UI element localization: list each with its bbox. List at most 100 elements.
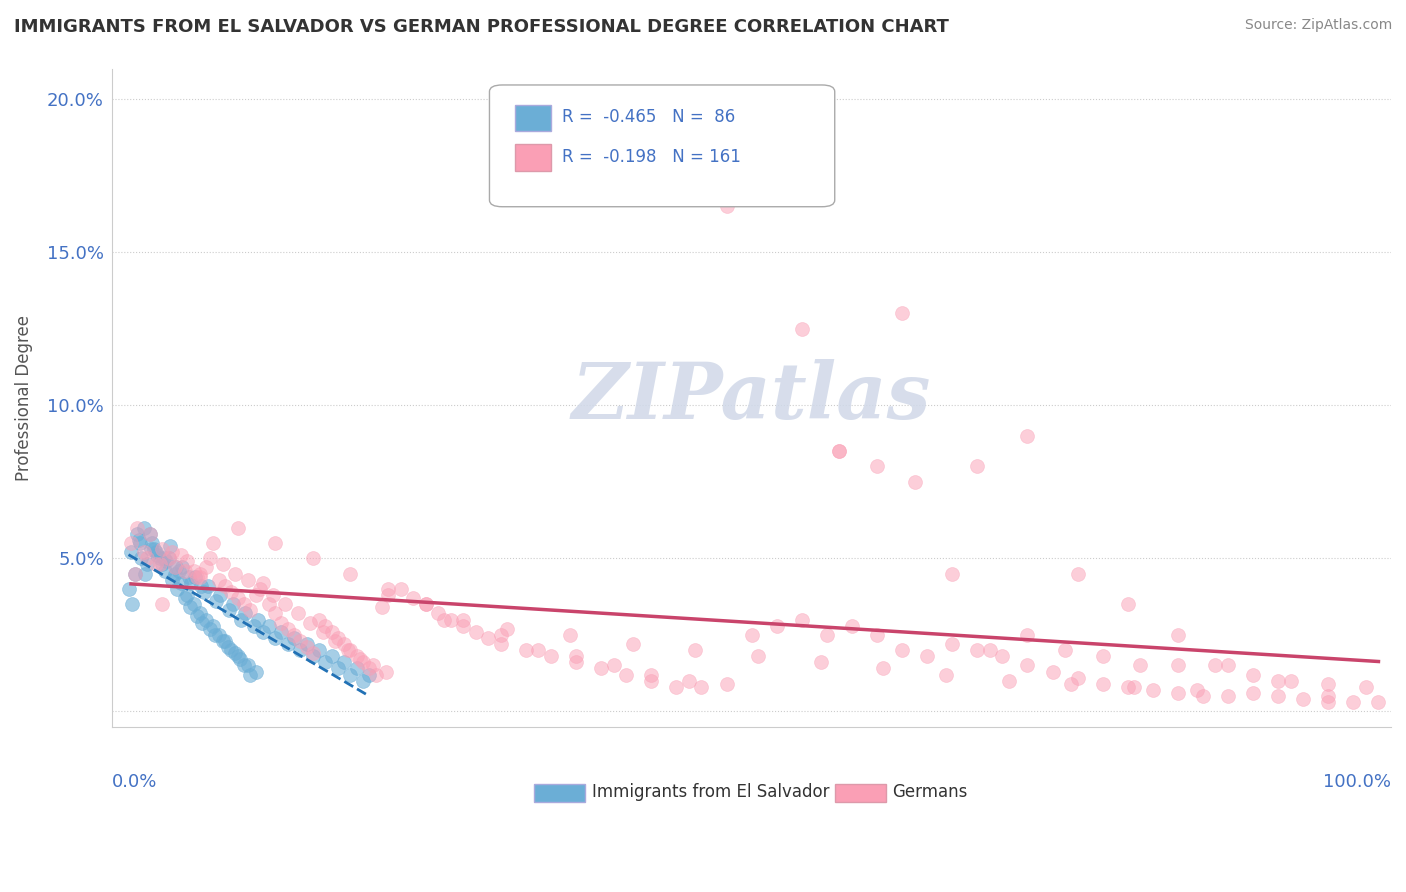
Point: [828, 444, 851, 458]
Point: [339, 667, 361, 681]
Point: [979, 643, 1001, 657]
Point: [195, 613, 218, 627]
Point: [221, 597, 243, 611]
Point: [197, 579, 219, 593]
Point: [218, 603, 240, 617]
Point: [243, 618, 266, 632]
Point: [208, 573, 231, 587]
Bar: [515, 104, 551, 131]
Point: [1317, 689, 1340, 703]
Point: [172, 560, 194, 574]
Point: [352, 656, 374, 670]
Point: [1091, 677, 1114, 691]
Point: [489, 628, 512, 642]
Point: [170, 548, 193, 562]
Point: [177, 569, 200, 583]
Point: [427, 607, 450, 621]
Point: [245, 665, 267, 679]
Point: [1216, 658, 1239, 673]
Bar: [835, 784, 886, 802]
Point: [249, 582, 271, 596]
Point: [277, 637, 299, 651]
Point: [540, 649, 562, 664]
Point: [201, 536, 224, 550]
Point: [162, 545, 184, 559]
Text: R =  -0.198   N = 161: R = -0.198 N = 161: [562, 148, 741, 166]
Point: [117, 582, 139, 596]
Point: [402, 591, 425, 606]
Y-axis label: Professional Degree: Professional Degree: [15, 315, 32, 481]
Point: [121, 597, 143, 611]
Bar: [534, 784, 585, 802]
Point: [389, 582, 412, 596]
Point: [176, 588, 198, 602]
Point: [170, 575, 193, 590]
Point: [1354, 680, 1376, 694]
Point: [204, 628, 226, 642]
Point: [614, 667, 637, 681]
Point: [790, 322, 813, 336]
Point: [152, 551, 174, 566]
Point: [233, 607, 256, 621]
Point: [174, 564, 197, 578]
Point: [301, 646, 323, 660]
Point: [790, 613, 813, 627]
Point: [270, 615, 292, 630]
Point: [690, 680, 713, 694]
Point: [150, 542, 173, 557]
Text: 100.0%: 100.0%: [1323, 772, 1391, 790]
Point: [264, 536, 287, 550]
Point: [527, 643, 550, 657]
Point: [157, 551, 180, 566]
Point: [371, 600, 394, 615]
Point: [226, 591, 249, 606]
Point: [747, 649, 769, 664]
Point: [226, 521, 249, 535]
Point: [1292, 692, 1315, 706]
FancyBboxPatch shape: [489, 85, 835, 207]
Point: [236, 573, 259, 587]
Point: [1142, 682, 1164, 697]
Point: [150, 597, 173, 611]
Point: [1116, 680, 1139, 694]
Point: [1167, 658, 1189, 673]
Point: [640, 667, 662, 681]
Point: [333, 637, 356, 651]
Point: [136, 558, 159, 572]
Point: [120, 536, 142, 550]
Point: [165, 560, 187, 574]
Point: [145, 558, 167, 572]
Point: [217, 640, 239, 654]
Point: [1129, 658, 1152, 673]
Point: [966, 643, 988, 657]
Point: [174, 591, 197, 606]
Point: [195, 560, 218, 574]
Point: [229, 652, 252, 666]
Point: [333, 656, 356, 670]
Point: [1317, 695, 1340, 709]
Point: [226, 649, 249, 664]
Point: [153, 564, 176, 578]
Point: [129, 551, 152, 566]
Point: [1367, 695, 1389, 709]
Point: [232, 597, 254, 611]
Point: [451, 613, 474, 627]
Point: [236, 658, 259, 673]
Point: [287, 607, 309, 621]
Point: [866, 628, 889, 642]
Text: Source: ZipAtlas.com: Source: ZipAtlas.com: [1244, 18, 1392, 32]
Point: [1042, 665, 1064, 679]
Point: [252, 575, 274, 590]
Point: [211, 634, 233, 648]
Point: [591, 661, 613, 675]
Point: [374, 665, 396, 679]
Point: [264, 631, 287, 645]
Point: [1241, 686, 1264, 700]
Point: [188, 607, 211, 621]
Point: [765, 618, 787, 632]
Point: [326, 661, 349, 675]
Point: [127, 526, 149, 541]
Point: [257, 618, 280, 632]
Point: [180, 575, 202, 590]
Point: [339, 566, 361, 581]
